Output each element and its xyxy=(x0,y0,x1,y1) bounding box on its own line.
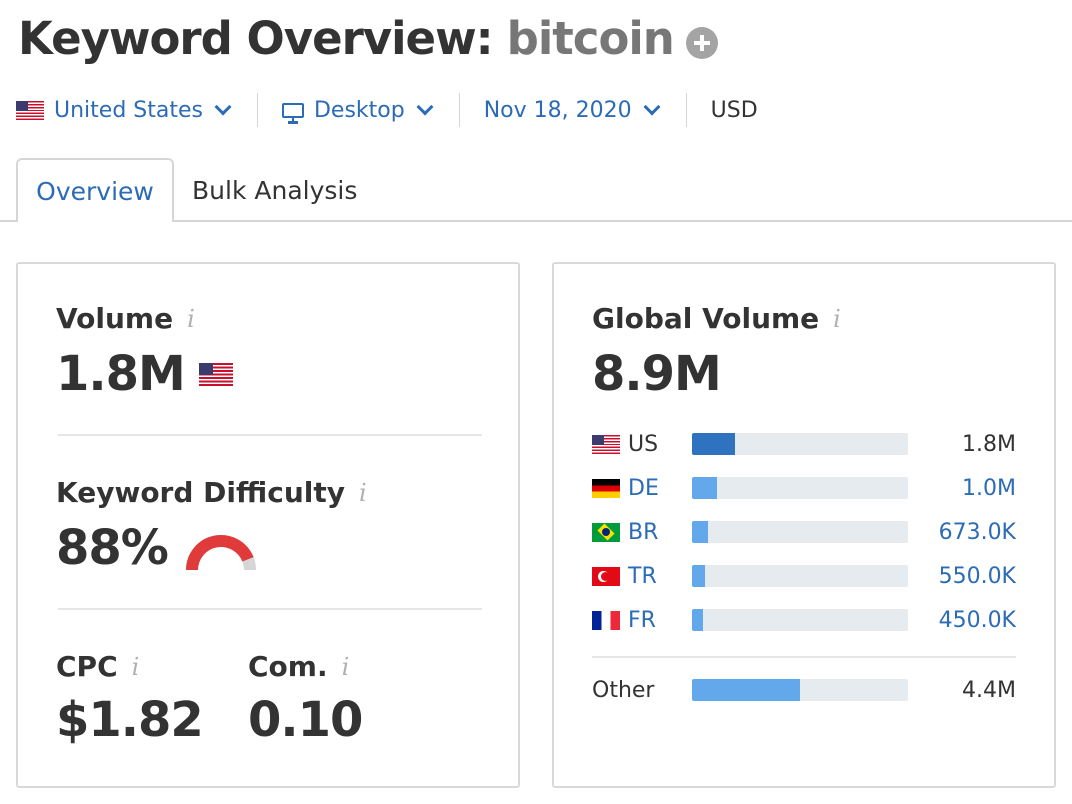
filter-divider xyxy=(256,93,258,127)
volume-bar xyxy=(692,521,908,543)
other-label: Other xyxy=(592,677,655,703)
country-volume[interactable]: 1.0M xyxy=(962,475,1016,501)
us-flag-icon xyxy=(592,434,620,454)
keyword-metrics-card: Volume i 1.8M Keyword Difficulty i 88% C… xyxy=(16,262,520,788)
country-code[interactable]: TR xyxy=(628,563,657,589)
country-row-br[interactable]: BR 673.0K xyxy=(592,518,1016,546)
volume-bar-fill xyxy=(692,433,736,455)
info-icon[interactable]: i xyxy=(358,478,367,507)
tab-bulk-analysis[interactable]: Bulk Analysis xyxy=(192,175,358,205)
info-icon[interactable]: i xyxy=(341,652,350,681)
cpc-value: $1.82 xyxy=(56,692,204,748)
us-flag-icon xyxy=(198,362,233,386)
page-title: Keyword Overview: bitcoin xyxy=(18,12,675,65)
competition-label-text: Com. xyxy=(248,650,328,683)
global-volume-label-text: Global Volume xyxy=(592,302,820,335)
filter-divider xyxy=(685,93,687,127)
divider xyxy=(58,434,482,436)
keyword-difficulty-value-text: 88% xyxy=(56,520,169,576)
country-volume[interactable]: 673.0K xyxy=(938,519,1016,545)
global-volume-value: 8.9M xyxy=(592,346,722,402)
add-keyword-icon[interactable] xyxy=(685,26,718,59)
country-volume[interactable]: 450.0K xyxy=(938,607,1016,633)
country-row-fr[interactable]: FR 450.0K xyxy=(592,606,1016,634)
country-code: US xyxy=(628,431,659,457)
filter-bar: United States Desktop Nov 18, 2020 USD xyxy=(16,92,758,128)
country-code[interactable]: BR xyxy=(628,519,659,545)
keyword-difficulty-value: 88% xyxy=(56,520,258,576)
brazil-flag-icon xyxy=(592,522,620,542)
keyword-text: bitcoin xyxy=(506,12,675,65)
chevron-down-icon xyxy=(214,98,232,116)
chevron-down-icon xyxy=(416,98,434,116)
volume-bar xyxy=(692,679,908,701)
volume-bar xyxy=(692,477,908,499)
volume-bar-fill xyxy=(692,521,709,543)
date-selector[interactable]: Nov 18, 2020 xyxy=(484,98,662,123)
france-flag-icon xyxy=(592,610,620,630)
global-volume-card: Global Volume i 8.9M US 1.8M DE 1.0M BR … xyxy=(552,262,1056,788)
volume-bar-fill xyxy=(692,679,800,701)
device-label: Desktop xyxy=(313,97,405,123)
global-volume-label: Global Volume i xyxy=(592,302,841,335)
turkey-flag-icon xyxy=(592,566,620,586)
tab-bar-line xyxy=(0,220,1072,222)
tab-bar: Overview Bulk Analysis xyxy=(0,158,1072,222)
country-row-tr[interactable]: TR 550.0K xyxy=(592,562,1016,590)
us-flag-icon xyxy=(16,100,44,120)
volume-bar xyxy=(692,433,908,455)
divider xyxy=(58,608,482,610)
country-label: United States xyxy=(54,97,203,123)
country-row-de[interactable]: DE 1.0M xyxy=(592,474,1016,502)
volume-value: 1.8M xyxy=(56,346,233,402)
keyword-difficulty-label-text: Keyword Difficulty xyxy=(56,476,345,509)
volume-value-text: 1.8M xyxy=(56,346,186,402)
country-code[interactable]: FR xyxy=(628,607,656,633)
device-selector[interactable]: Desktop xyxy=(281,97,435,124)
tab-overview[interactable]: Overview xyxy=(16,158,174,222)
volume-bar-fill xyxy=(692,477,717,499)
volume-label-text: Volume xyxy=(56,302,174,335)
cpc-label: CPC i xyxy=(56,650,139,683)
cpc-label-text: CPC xyxy=(56,650,118,683)
country-row-us: US 1.8M xyxy=(592,430,1016,458)
germany-flag-icon xyxy=(592,478,620,498)
currency-label: USD xyxy=(710,97,758,123)
difficulty-gauge-icon xyxy=(185,535,256,571)
country-volume: 1.8M xyxy=(962,431,1016,457)
competition-label: Com. i xyxy=(248,650,349,683)
volume-bar-fill xyxy=(692,609,703,631)
title-prefix: Keyword Overview: xyxy=(18,12,494,65)
volume-bar-fill xyxy=(692,565,706,587)
country-volume[interactable]: 550.0K xyxy=(938,563,1016,589)
divider xyxy=(592,656,1016,658)
keyword-difficulty-label: Keyword Difficulty i xyxy=(56,476,367,509)
volume-label: Volume i xyxy=(56,302,195,335)
competition-value: 0.10 xyxy=(248,692,363,748)
monitor-icon xyxy=(281,102,304,124)
page-header: Keyword Overview: bitcoin xyxy=(18,12,718,65)
info-icon[interactable]: i xyxy=(833,304,841,333)
other-volume: 4.4M xyxy=(962,677,1016,703)
date-label: Nov 18, 2020 xyxy=(483,97,632,123)
volume-bar xyxy=(692,565,908,587)
chevron-down-icon xyxy=(643,98,661,116)
country-row-other: Other 4.4M xyxy=(592,676,1016,704)
country-selector[interactable]: United States xyxy=(16,98,233,123)
country-code[interactable]: DE xyxy=(628,475,659,501)
info-icon[interactable]: i xyxy=(187,304,195,333)
info-icon[interactable]: i xyxy=(131,652,140,681)
filter-divider xyxy=(458,93,460,127)
volume-bar xyxy=(692,609,908,631)
